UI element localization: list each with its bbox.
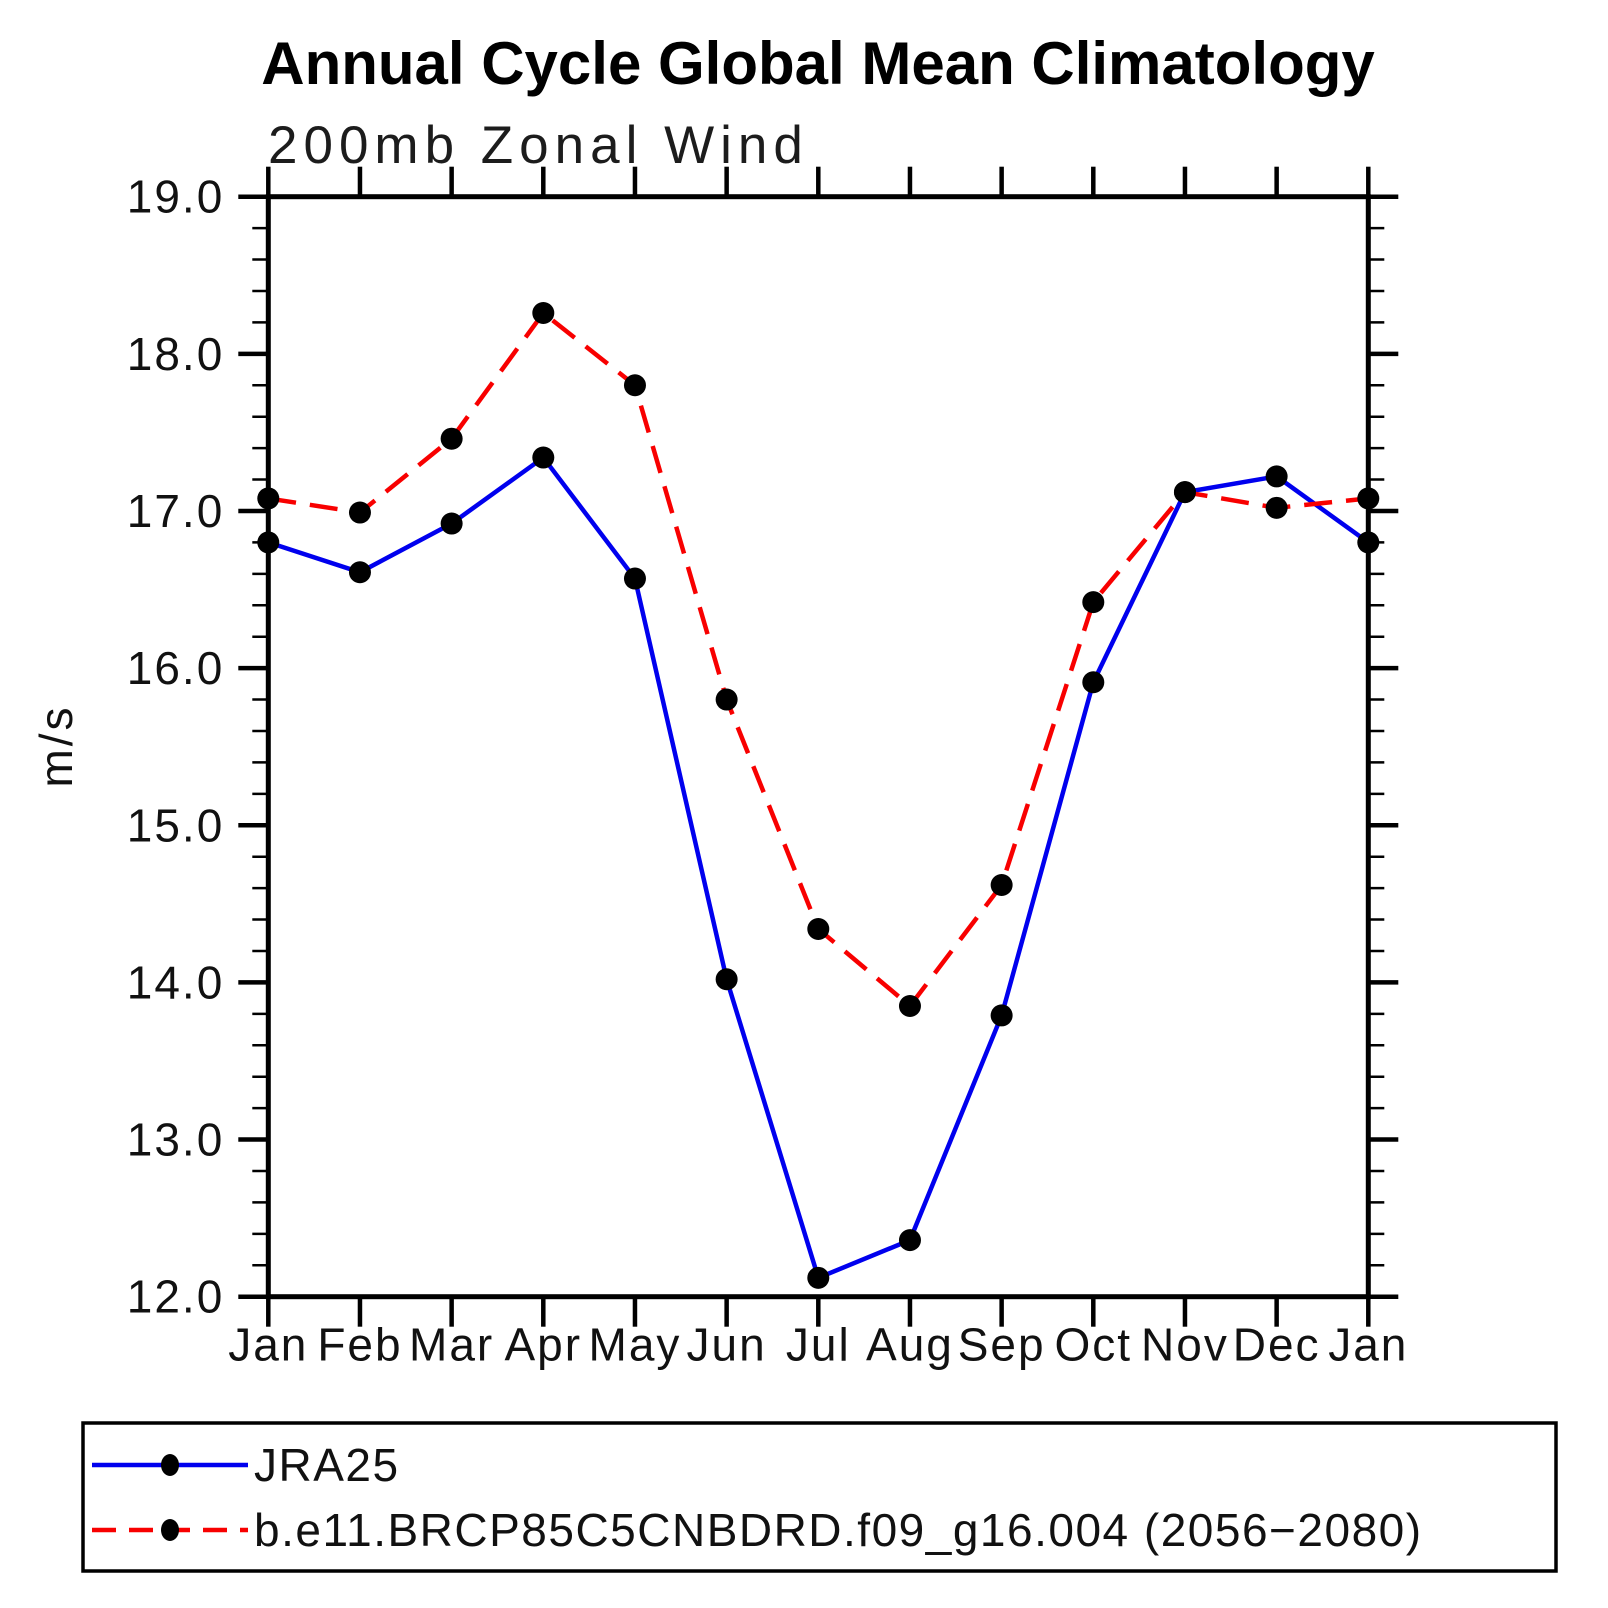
x-tick-label: Jan xyxy=(228,1319,308,1371)
plot-border xyxy=(265,194,1371,1300)
y-tick-label: 16.0 xyxy=(127,642,225,694)
x-tick-label: Mar xyxy=(409,1319,494,1371)
chart-title: Annual Cycle Global Mean Climatology xyxy=(261,30,1375,97)
legend-label: b.e11.BRCP85C5CNBDRD.f09_g16.004 (2056−2… xyxy=(254,1504,1423,1556)
data-point-marker xyxy=(715,968,738,991)
x-tick-label: Jan xyxy=(1328,1319,1408,1371)
data-point-marker xyxy=(1357,487,1380,510)
data-point-marker xyxy=(715,688,738,711)
x-tick-label: Nov xyxy=(1141,1319,1229,1371)
legend-box xyxy=(81,1421,1558,1573)
data-point-marker xyxy=(532,446,555,469)
series-model xyxy=(257,301,1380,1017)
y-tick-label: 13.0 xyxy=(127,1114,225,1166)
data-point-marker xyxy=(623,374,646,397)
data-point-marker xyxy=(898,994,921,1017)
x-tick-label: Oct xyxy=(1055,1319,1133,1371)
data-point-marker xyxy=(990,873,1013,896)
y-tick-label: 12.0 xyxy=(127,1271,225,1323)
data-point-marker xyxy=(532,301,555,324)
y-tick-label: 18.0 xyxy=(127,328,225,380)
x-tick-label: Feb xyxy=(317,1319,402,1371)
data-point-marker xyxy=(1173,481,1196,504)
data-point-marker xyxy=(1265,465,1288,488)
data-point-marker xyxy=(348,561,371,584)
x-tick-label: Dec xyxy=(1233,1319,1321,1371)
chart-subtitle: 200mb Zonal Wind xyxy=(268,116,809,175)
x-tick-label: Sep xyxy=(958,1319,1046,1371)
data-point-marker xyxy=(257,487,280,510)
data-point-marker xyxy=(807,1266,830,1289)
data-point-marker xyxy=(623,567,646,590)
data-point-marker xyxy=(440,427,463,450)
data-point-marker xyxy=(990,1004,1013,1027)
x-tick-label: May xyxy=(589,1319,682,1371)
data-point-marker xyxy=(898,1229,921,1252)
x-tick-label: Aug xyxy=(866,1319,954,1371)
data-point-marker xyxy=(807,917,830,940)
data-point-marker xyxy=(1082,671,1105,694)
legend-marker xyxy=(161,1454,179,1476)
data-point-marker xyxy=(257,531,280,554)
y-axis-label: m/s xyxy=(30,704,82,787)
y-tick-label: 17.0 xyxy=(127,485,225,537)
legend: JRA25 b.e11.BRCP85C5CNBDRD.f09_g16.004 (2… xyxy=(81,1421,1558,1573)
legend-label: JRA25 xyxy=(254,1439,400,1491)
y-tick-label: 19.0 xyxy=(127,171,225,223)
legend-marker xyxy=(161,1519,179,1541)
data-point-marker xyxy=(348,501,371,524)
x-tick-label: Apr xyxy=(505,1319,583,1371)
data-point-marker xyxy=(1082,591,1105,614)
data-point-marker xyxy=(1265,496,1288,519)
data-point-marker xyxy=(1357,531,1380,554)
series-jra25 xyxy=(257,446,1380,1289)
x-tick-label: Jun xyxy=(687,1319,767,1371)
y-tick-label: 14.0 xyxy=(127,956,225,1008)
x-tick-label: Jul xyxy=(786,1319,851,1371)
series-line xyxy=(267,309,1369,1010)
y-tick-label: 15.0 xyxy=(127,799,225,851)
series-line xyxy=(267,454,1370,1281)
data-point-marker xyxy=(440,512,463,535)
